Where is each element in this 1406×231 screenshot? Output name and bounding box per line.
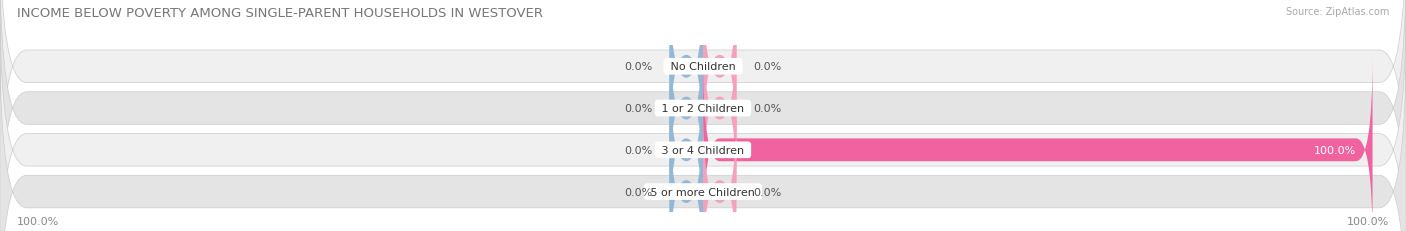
FancyBboxPatch shape (703, 0, 737, 160)
Text: 0.0%: 0.0% (624, 103, 652, 114)
Text: 100.0%: 100.0% (1347, 216, 1389, 226)
Text: 0.0%: 0.0% (754, 62, 782, 72)
Text: 3 or 4 Children: 3 or 4 Children (658, 145, 748, 155)
FancyBboxPatch shape (669, 58, 703, 231)
FancyBboxPatch shape (703, 58, 1372, 231)
Text: No Children: No Children (666, 62, 740, 72)
FancyBboxPatch shape (0, 42, 1406, 231)
Text: 0.0%: 0.0% (624, 145, 652, 155)
Text: 100.0%: 100.0% (1313, 145, 1355, 155)
FancyBboxPatch shape (703, 16, 737, 201)
Text: 1 or 2 Children: 1 or 2 Children (658, 103, 748, 114)
FancyBboxPatch shape (669, 0, 703, 160)
Text: INCOME BELOW POVERTY AMONG SINGLE-PARENT HOUSEHOLDS IN WESTOVER: INCOME BELOW POVERTY AMONG SINGLE-PARENT… (17, 7, 543, 20)
Text: 0.0%: 0.0% (754, 187, 782, 197)
FancyBboxPatch shape (669, 99, 703, 231)
FancyBboxPatch shape (0, 0, 1406, 217)
Text: 0.0%: 0.0% (624, 62, 652, 72)
Text: Source: ZipAtlas.com: Source: ZipAtlas.com (1285, 7, 1389, 17)
FancyBboxPatch shape (669, 16, 703, 201)
FancyBboxPatch shape (703, 99, 737, 231)
Text: 0.0%: 0.0% (754, 103, 782, 114)
Text: 0.0%: 0.0% (624, 187, 652, 197)
Text: 100.0%: 100.0% (17, 216, 59, 226)
Text: 5 or more Children: 5 or more Children (647, 187, 759, 197)
